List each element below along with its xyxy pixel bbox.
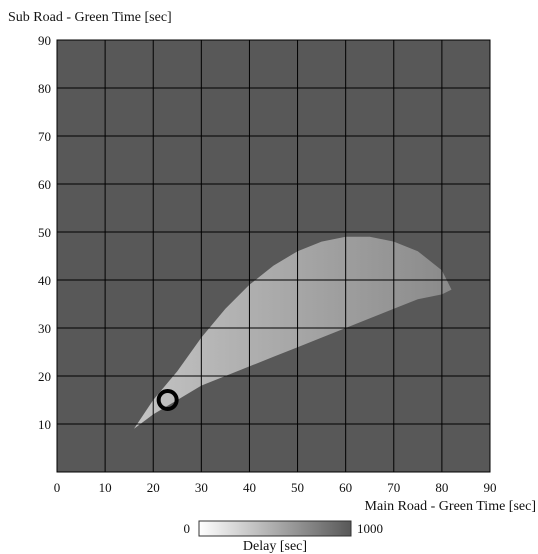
x-tick-label: 0 (54, 480, 61, 495)
x-tick-labels: 0 10 20 30 40 50 60 70 80 90 (54, 480, 497, 495)
colorbar-min-label: 0 (184, 521, 191, 536)
y-tick-label: 30 (38, 321, 51, 336)
x-axis-label: Main Road - Green Time [sec] (365, 499, 536, 514)
y-tick-label: 80 (38, 81, 51, 96)
x-tick-label: 90 (484, 480, 497, 495)
x-tick-label: 10 (99, 480, 112, 495)
colorbar-label: Delay [sec] (243, 539, 307, 554)
x-tick-label: 40 (243, 480, 256, 495)
x-tick-label: 30 (195, 480, 208, 495)
x-tick-label: 60 (339, 480, 352, 495)
y-tick-label: 40 (38, 273, 51, 288)
y-tick-labels: 10 20 30 40 50 60 70 80 90 (38, 33, 51, 432)
x-tick-label: 50 (291, 480, 304, 495)
y-tick-label: 70 (38, 129, 51, 144)
y-axis-label: Sub Road - Green Time [sec] (8, 10, 172, 25)
colorbar (199, 521, 351, 536)
plot-area (57, 40, 490, 472)
x-tick-label: 70 (387, 480, 400, 495)
y-tick-label: 20 (38, 369, 51, 384)
x-tick-label: 80 (435, 480, 448, 495)
x-tick-label: 20 (147, 480, 160, 495)
y-tick-label: 60 (38, 177, 51, 192)
y-tick-label: 10 (38, 417, 51, 432)
y-tick-label: 90 (38, 33, 51, 48)
colorbar-max-label: 1000 (357, 521, 383, 536)
y-tick-label: 50 (38, 225, 51, 240)
